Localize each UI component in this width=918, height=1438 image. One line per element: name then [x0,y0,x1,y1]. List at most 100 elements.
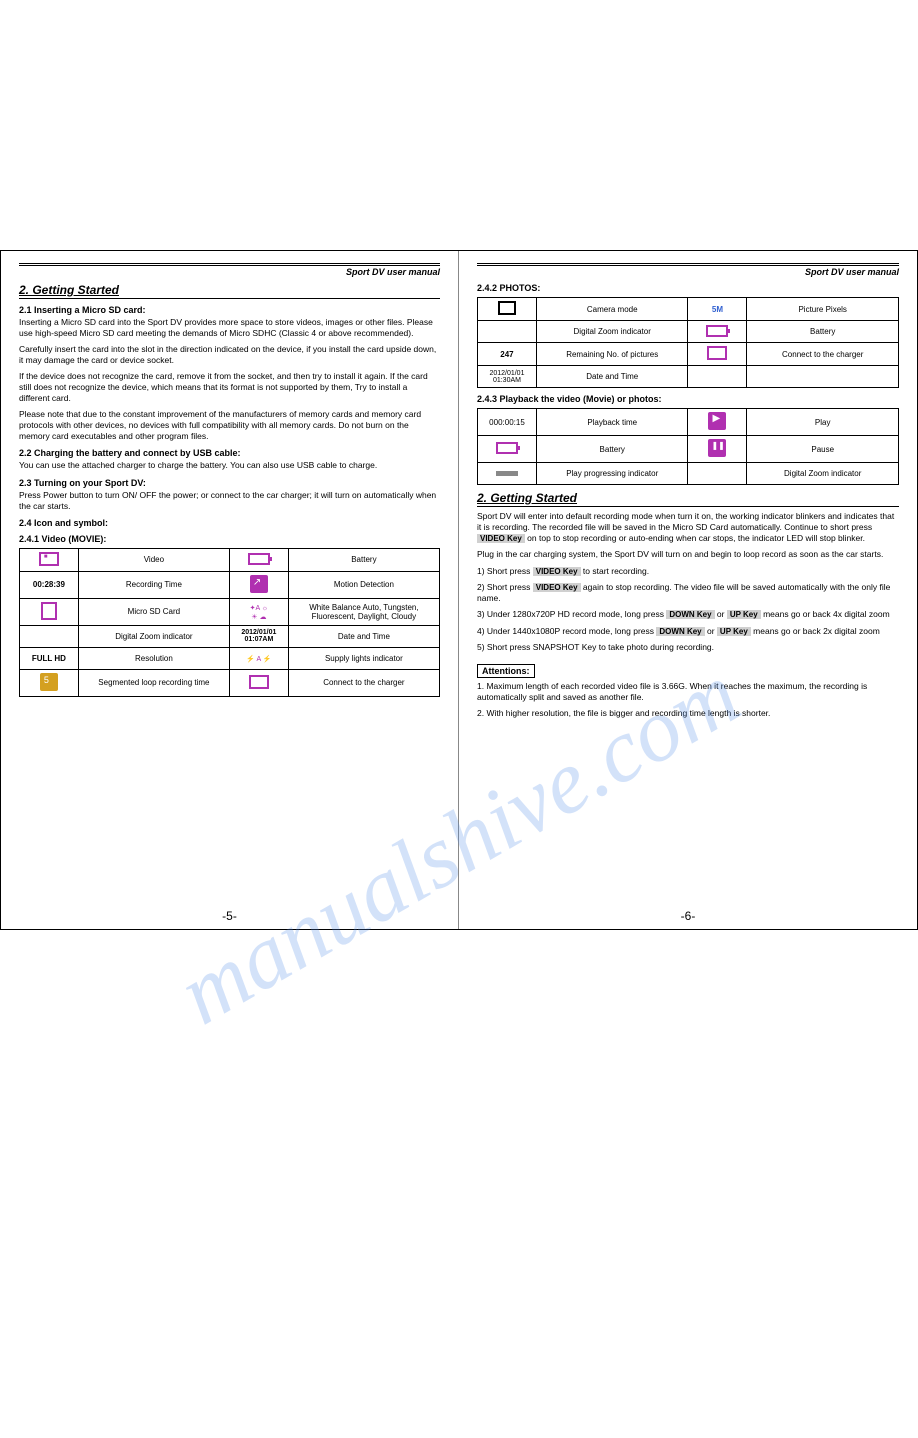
table-row: 5 Segmented loop recording time Connect … [20,669,440,696]
section-2-4-title: 2.4 Icon and symbol: [19,518,440,528]
cell: Pause [747,436,899,463]
p-2-1-4: Please note that due to the constant imp… [19,409,440,442]
p-2-1-2: Carefully insert the card into the slot … [19,344,440,366]
progress-icon [496,471,518,476]
cell: Connect to the charger [288,669,439,696]
cell: Date and Time [536,366,688,388]
cell: White Balance Auto, Tungsten, Fluorescen… [288,598,439,625]
table-row: 00:28:39 Recording Time ↗ Motion Detecti… [20,571,440,598]
cell: Connect to the charger [747,343,899,366]
p-2-1-1: Inserting a Micro SD card into the Sport… [19,317,440,339]
cell: Playback time [536,409,688,436]
cell [478,321,537,343]
p-2-1-3: If the device does not recognize the car… [19,371,440,404]
wb-icons: ✦A ☼☀ ☁ [250,605,269,621]
section-2-4-2-title: 2.4.2 PHOTOS: [477,283,899,293]
cell: Date and Time [288,625,439,647]
cell: Micro SD Card [78,598,229,625]
video-key-label: VIDEO Key [533,567,581,576]
cell: Play progressing indicator [536,463,688,485]
battery-icon [248,553,270,565]
p-2-2-1: You can use the attached charger to char… [19,460,440,471]
cell: Supply lights indicator [288,647,439,669]
header: Sport DV user manual [19,263,440,277]
motion-icon: ↗ [250,575,268,593]
page-number: -5- [1,909,458,923]
photos-icon-table: Camera mode 5M Picture Pixels Digital Zo… [477,297,899,388]
table-row: Play progressing indicator Digital Zoom … [478,463,899,485]
video-icon [39,552,59,566]
list-3: 3) Under 1280x720P HD record mode, long … [477,609,899,620]
cell: 247 [478,343,537,366]
page-number: -6- [459,909,917,923]
page-spread: Sport DV user manual 2. Getting Started … [0,250,918,930]
table-row: 000:00:15 Playback time Play [478,409,899,436]
attn-1: 1. Maximum length of each recorded video… [477,681,899,703]
cell [688,463,747,485]
list-1: 1) Short press VIDEO Key to start record… [477,566,899,577]
section-2-2-title: 2.2 Charging the battery and connect by … [19,448,440,458]
playback-icon-table: 000:00:15 Playback time Play Battery Pau… [477,408,899,485]
cell: 2012/01/01 01:30AM [478,366,537,388]
list-4: 4) Under 1440x1080P record mode, long pr… [477,626,899,637]
charger-icon [249,675,269,689]
table-row: Camera mode 5M Picture Pixels [478,298,899,321]
cell: Digital Zoom indicator [536,321,688,343]
cell: Motion Detection [288,571,439,598]
section-2-1-title: 2.1 Inserting a Micro SD card: [19,305,440,315]
attentions-title: Attentions: [477,664,535,678]
sd-icon [41,602,57,620]
cell: Recording Time [78,571,229,598]
cell: Video [78,548,229,571]
table-row: Video Battery [20,548,440,571]
up-key-label: UP Key [717,627,751,636]
charger-icon [707,346,727,360]
page-5: Sport DV user manual 2. Getting Started … [1,251,459,929]
cell [688,366,747,388]
table-row: 2012/01/01 01:30AM Date and Time [478,366,899,388]
cell: 2012/01/01 01:07AM [229,625,288,647]
attn-2: 2. With higher resolution, the file is b… [477,708,899,719]
cell: Digital Zoom indicator [747,463,899,485]
page-6: Sport DV user manual 2.4.2 PHOTOS: Camer… [459,251,917,929]
cell: Battery [747,321,899,343]
cell: Battery [536,436,688,463]
down-key-label: DOWN Key [656,627,704,636]
cell: Picture Pixels [747,298,899,321]
table-row: 247 Remaining No. of pictures Connect to… [478,343,899,366]
video-key-label: VIDEO Key [477,534,525,543]
loop-icon: 5 [40,673,58,691]
cell: 00:28:39 [20,571,79,598]
video-key-label: VIDEO Key [533,583,581,592]
cell [747,366,899,388]
cell: Digital Zoom indicator [78,625,229,647]
table-row: Battery Pause [478,436,899,463]
cell: FULL HD [20,647,79,669]
p-2-3-1: Press Power button to turn ON/ OFF the p… [19,490,440,512]
video-icon-table: Video Battery 00:28:39 Recording Time ↗ … [19,548,440,697]
battery-icon [706,325,728,337]
down-key-label: DOWN Key [666,610,714,619]
table-row: Digital Zoom indicator 2012/01/01 01:07A… [20,625,440,647]
pause-icon [708,439,726,457]
cell: Segmented loop recording time [78,669,229,696]
section-2-title: 2. Getting Started [19,283,440,299]
header: Sport DV user manual [477,263,899,277]
list-5: 5) Short press SNAPSHOT Key to take phot… [477,642,899,653]
section-2-4-1-title: 2.4.1 Video (MOVIE): [19,534,440,544]
battery-icon [496,442,518,454]
cell [20,625,79,647]
section-2-4-3-title: 2.4.3 Playback the video (Movie) or phot… [477,394,899,404]
camera-icon [498,301,516,315]
p-r-2: Plug in the car charging system, the Spo… [477,549,899,560]
play-icon [708,412,726,430]
cell: Battery [288,548,439,571]
cell: Resolution [78,647,229,669]
section-2b-title: 2. Getting Started [477,491,899,507]
cell: Play [747,409,899,436]
cell: Camera mode [536,298,688,321]
cell: 000:00:15 [478,409,537,436]
table-row: Digital Zoom indicator Battery [478,321,899,343]
supply-icons: ⚡ A ⚡ [246,656,271,663]
table-row: Micro SD Card ✦A ☼☀ ☁ White Balance Auto… [20,598,440,625]
